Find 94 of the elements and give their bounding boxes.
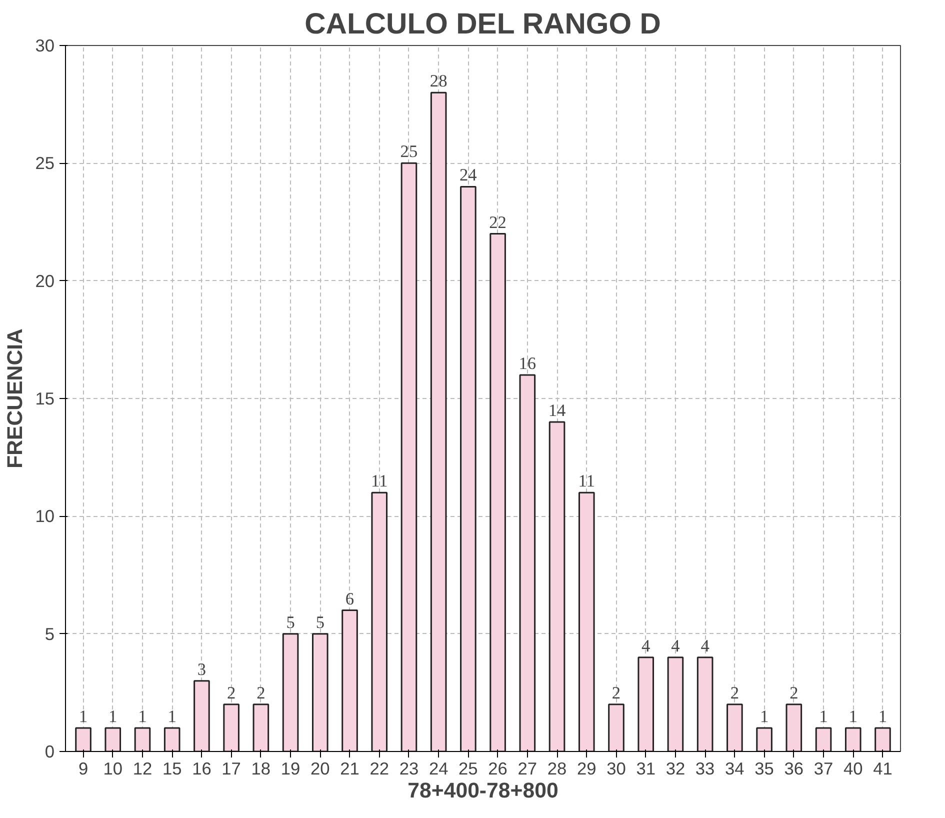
y-tick-label: 5 [44, 624, 55, 644]
bar [430, 92, 447, 752]
data-label: 1 [760, 706, 769, 726]
bar [638, 656, 654, 752]
bar [282, 633, 299, 752]
bar [578, 492, 595, 752]
data-label: 4 [700, 636, 710, 656]
x-tick-label: 25 [458, 758, 478, 778]
bar [371, 492, 388, 752]
bar [400, 162, 418, 752]
data-label: 4 [642, 636, 651, 656]
y-tick-label: 10 [35, 506, 55, 526]
data-label: 4 [671, 636, 680, 656]
data-label: 2 [256, 683, 266, 702]
data-label: 3 [197, 660, 206, 679]
data-label: 14 [548, 401, 566, 420]
data-label: 25 [400, 142, 418, 162]
data-label: 2 [730, 683, 740, 702]
y-tick-label: 15 [35, 388, 55, 408]
bar [194, 680, 210, 752]
data-label: 1 [138, 706, 147, 726]
bar [342, 610, 358, 752]
y-tick-label: 30 [35, 36, 55, 56]
x-tick-label: 12 [132, 758, 152, 778]
y-axis-title: FRECUENCIA [3, 328, 28, 468]
bar [490, 233, 506, 752]
data-label: 1 [878, 706, 888, 726]
data-label: 24 [460, 166, 478, 185]
data-label: 2 [226, 683, 236, 702]
data-label: 5 [286, 612, 295, 632]
data-label: 1 [78, 706, 88, 726]
data-label: 5 [316, 612, 324, 632]
bar [312, 633, 328, 752]
bar [844, 727, 862, 752]
bar [608, 704, 624, 752]
y-tick-label: 25 [35, 153, 55, 174]
x-tick-label: 41 [873, 758, 892, 778]
x-tick-label: 27 [518, 758, 538, 778]
x-tick-label: 21 [340, 758, 360, 778]
x-tick-label: 15 [162, 758, 182, 778]
x-tick-label: 36 [784, 758, 804, 778]
x-tick-label: 34 [725, 758, 745, 778]
x-tick-label: 22 [370, 758, 390, 778]
x-tick-label: 37 [814, 758, 834, 778]
x-tick-label: 30 [606, 758, 626, 778]
x-tick-label: 35 [754, 758, 774, 778]
bar [252, 704, 270, 752]
x-tick-label: 24 [428, 758, 449, 778]
data-label: 22 [489, 212, 506, 232]
x-tick-label: 9 [78, 758, 88, 778]
x-tick-label: 31 [636, 758, 656, 778]
data-label: 16 [518, 354, 536, 373]
bar [134, 727, 151, 752]
bar [519, 374, 536, 752]
x-tick-label: 17 [222, 758, 241, 778]
bar [460, 186, 476, 752]
bar [815, 727, 832, 752]
x-tick-label: 20 [310, 758, 330, 778]
x-tick-label: 32 [666, 758, 686, 778]
x-tick-label: 16 [192, 758, 212, 778]
data-label: 1 [108, 706, 118, 726]
x-tick-label: 18 [251, 758, 271, 778]
data-label: 2 [790, 683, 798, 702]
x-tick-label: 10 [103, 758, 123, 778]
data-label: 2 [612, 683, 621, 702]
x-tick-label: 23 [399, 758, 419, 778]
x-tick-label: 33 [695, 758, 715, 778]
data-label: 11 [371, 472, 388, 491]
bar [223, 704, 240, 752]
bar [548, 421, 566, 752]
bar [874, 727, 891, 752]
data-label: 6 [345, 589, 354, 608]
bar [164, 727, 180, 752]
bar [75, 727, 92, 752]
x-tick-label: 26 [488, 758, 508, 778]
data-label: 28 [430, 72, 448, 91]
x-tick-label: 19 [280, 758, 300, 778]
data-label: 1 [819, 706, 828, 726]
data-label: 1 [168, 706, 176, 726]
data-label: 11 [578, 472, 595, 491]
bar [667, 656, 684, 752]
x-axis-title: 78+400-78+800 [408, 778, 558, 802]
chart-title: CALCULO DEL RANGO D [304, 8, 661, 40]
x-tick-label: 28 [547, 758, 567, 778]
x-tick-label: 40 [843, 758, 863, 778]
bar [786, 704, 802, 752]
bar [726, 704, 743, 752]
bar [696, 656, 714, 752]
y-tick-label: 20 [35, 270, 55, 291]
bar [104, 727, 122, 752]
data-label: 1 [848, 706, 858, 726]
bar [756, 727, 772, 752]
y-tick-label: 0 [44, 742, 55, 762]
x-tick-label: 29 [577, 758, 596, 778]
